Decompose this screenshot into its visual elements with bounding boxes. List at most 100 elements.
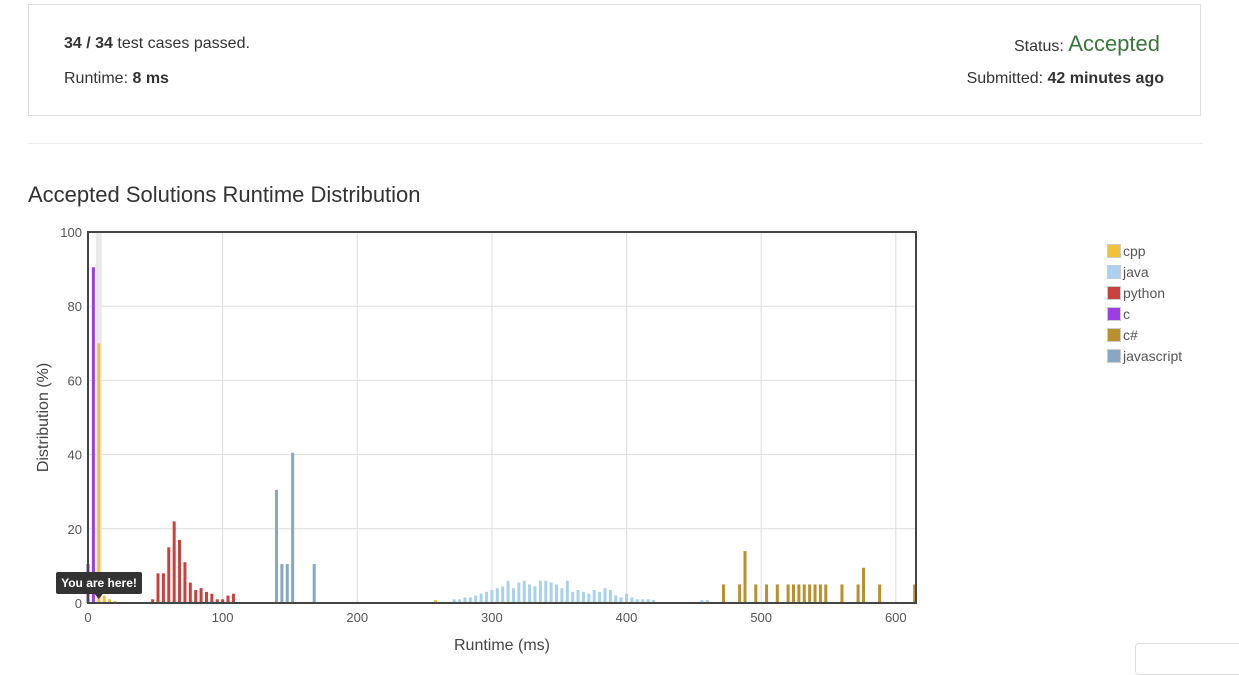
bar-python[interactable]	[199, 588, 203, 603]
bar-javascript[interactable]	[274, 489, 278, 603]
bar-javascript[interactable]	[312, 564, 316, 603]
bar-csharp[interactable]	[786, 584, 790, 603]
bar-javascript[interactable]	[291, 452, 295, 603]
bar-java[interactable]	[468, 597, 472, 603]
bar-java[interactable]	[598, 591, 602, 603]
bar-python[interactable]	[215, 599, 219, 603]
bar-python[interactable]	[167, 547, 171, 603]
legend-item-javascript[interactable]: javascript	[1107, 345, 1182, 366]
bar-java[interactable]	[479, 593, 483, 603]
bar-java[interactable]	[587, 593, 591, 603]
bar-cpp[interactable]	[433, 600, 437, 603]
bar-java[interactable]	[619, 597, 623, 603]
legend-item-cpp[interactable]: cpp	[1107, 240, 1182, 261]
passed-count: 34	[64, 35, 82, 52]
bar-java[interactable]	[501, 586, 505, 603]
bar-java[interactable]	[560, 588, 564, 603]
bar-java[interactable]	[495, 588, 499, 603]
bar-java[interactable]	[571, 591, 575, 603]
bar-java[interactable]	[452, 599, 456, 603]
bar-csharp[interactable]	[840, 584, 844, 603]
bar-csharp[interactable]	[861, 567, 865, 603]
legend-item-java[interactable]: java	[1107, 261, 1182, 282]
bar-python[interactable]	[194, 590, 198, 603]
bar-csharp[interactable]	[791, 584, 795, 603]
bar-java[interactable]	[517, 582, 521, 603]
bar-java[interactable]	[608, 590, 612, 603]
bar-java[interactable]	[549, 582, 553, 603]
bar-java[interactable]	[565, 580, 569, 603]
bar-java[interactable]	[592, 590, 596, 603]
bar-python[interactable]	[188, 582, 192, 603]
bar-cpp[interactable]	[97, 343, 101, 603]
legend-item-python[interactable]: python	[1107, 282, 1182, 303]
bar-java[interactable]	[538, 580, 542, 603]
bar-java[interactable]	[528, 584, 532, 603]
bar-java[interactable]	[485, 591, 489, 603]
legend-item-csharp[interactable]: c#	[1107, 324, 1182, 345]
bar-java[interactable]	[506, 580, 510, 603]
bar-csharp[interactable]	[754, 584, 758, 603]
bar-java[interactable]	[490, 590, 494, 603]
bar-java[interactable]	[576, 590, 580, 603]
bar-python[interactable]	[226, 595, 230, 603]
bar-java[interactable]	[544, 580, 548, 603]
bar-java[interactable]	[474, 595, 478, 603]
bar-python[interactable]	[204, 591, 208, 603]
bar-python[interactable]	[231, 593, 235, 603]
bar-java[interactable]	[625, 593, 629, 603]
bar-csharp[interactable]	[721, 584, 725, 603]
bar-java[interactable]	[603, 588, 607, 603]
bar-csharp[interactable]	[797, 584, 801, 603]
bar-c[interactable]	[91, 267, 95, 603]
feedback-widget[interactable]	[1135, 643, 1239, 675]
bar-cpp[interactable]	[108, 599, 112, 603]
y-axis-label: Distribution (%)	[35, 363, 52, 472]
bar-csharp[interactable]	[824, 584, 828, 603]
bar-csharp[interactable]	[802, 584, 806, 603]
bar-python[interactable]	[178, 539, 182, 603]
bar-csharp[interactable]	[738, 584, 742, 603]
bar-csharp[interactable]	[913, 584, 917, 603]
bar-java[interactable]	[646, 599, 650, 603]
bar-python[interactable]	[161, 573, 165, 603]
bar-java[interactable]	[641, 599, 645, 603]
bar-python[interactable]	[221, 599, 225, 603]
bar-csharp[interactable]	[878, 584, 882, 603]
bar-csharp[interactable]	[813, 584, 817, 603]
bar-java[interactable]	[511, 588, 515, 603]
bar-csharp[interactable]	[856, 584, 860, 603]
bar-java[interactable]	[463, 597, 467, 603]
bar-java[interactable]	[635, 599, 639, 603]
runtime-label: Runtime:	[64, 70, 129, 87]
bar-java[interactable]	[533, 586, 537, 603]
bar-csharp[interactable]	[765, 584, 769, 603]
bar-java[interactable]	[614, 595, 618, 603]
status-value[interactable]: Accepted	[1068, 31, 1160, 56]
legend-item-c[interactable]: c	[1107, 303, 1182, 324]
bar-java[interactable]	[522, 580, 526, 603]
status-label: Status:	[1014, 38, 1064, 55]
bar-cpp[interactable]	[102, 595, 106, 603]
bar-java[interactable]	[630, 597, 634, 603]
bar-java[interactable]	[700, 600, 704, 603]
bar-java[interactable]	[458, 599, 462, 603]
bar-python[interactable]	[183, 562, 187, 603]
bar-java[interactable]	[581, 591, 585, 603]
bar-java[interactable]	[651, 600, 655, 603]
bar-javascript[interactable]	[280, 564, 284, 603]
bar-python[interactable]	[156, 573, 160, 603]
bar-python[interactable]	[172, 521, 176, 603]
bar-javascript[interactable]	[285, 564, 289, 603]
bar-csharp[interactable]	[775, 584, 779, 603]
x-tick-label: 200	[346, 610, 368, 625]
bar-java[interactable]	[555, 584, 559, 603]
bar-csharp[interactable]	[818, 584, 822, 603]
bar-java[interactable]	[705, 600, 709, 603]
bar-csharp[interactable]	[743, 551, 747, 603]
bar-python[interactable]	[151, 599, 155, 603]
bar-csharp[interactable]	[808, 584, 812, 603]
legend-label: cpp	[1123, 242, 1146, 259]
y-tick-label: 100	[60, 225, 82, 240]
bar-python[interactable]	[210, 593, 214, 603]
